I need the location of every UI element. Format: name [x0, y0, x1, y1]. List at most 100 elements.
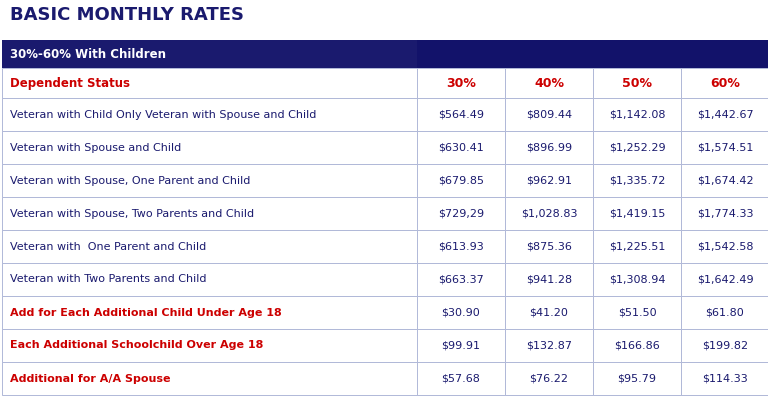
Bar — [593, 131, 681, 164]
Bar — [417, 230, 505, 263]
Text: $199.82: $199.82 — [702, 340, 748, 351]
Text: 30%: 30% — [446, 77, 476, 89]
Bar — [505, 40, 593, 68]
Text: $1,419.15: $1,419.15 — [609, 208, 665, 218]
Text: $896.99: $896.99 — [526, 143, 572, 152]
Bar — [681, 329, 768, 362]
Text: $564.49: $564.49 — [438, 110, 484, 119]
Bar — [593, 263, 681, 296]
Text: $1,642.49: $1,642.49 — [697, 274, 753, 285]
Text: $95.79: $95.79 — [617, 374, 657, 384]
Bar — [2, 164, 768, 197]
Bar — [2, 68, 768, 98]
Text: $1,674.42: $1,674.42 — [697, 176, 753, 185]
Bar — [681, 164, 768, 197]
Bar — [2, 197, 768, 230]
Bar — [2, 263, 768, 296]
Bar — [593, 362, 681, 395]
Bar — [593, 296, 681, 329]
Text: $941.28: $941.28 — [526, 274, 572, 285]
Text: $809.44: $809.44 — [526, 110, 572, 119]
Text: Veteran with Spouse and Child: Veteran with Spouse and Child — [10, 143, 181, 152]
Text: Dependent Status: Dependent Status — [10, 77, 130, 89]
Text: $663.37: $663.37 — [438, 274, 484, 285]
Bar — [417, 164, 505, 197]
Text: $51.50: $51.50 — [617, 307, 657, 318]
Bar — [681, 296, 768, 329]
Text: $61.80: $61.80 — [706, 307, 744, 318]
Bar — [681, 230, 768, 263]
Text: $114.33: $114.33 — [702, 374, 748, 384]
Text: 40%: 40% — [534, 77, 564, 89]
Bar — [505, 197, 593, 230]
Text: $99.91: $99.91 — [442, 340, 481, 351]
Text: $1,028.83: $1,028.83 — [521, 208, 578, 218]
Bar — [681, 362, 768, 395]
Text: $1,774.33: $1,774.33 — [697, 208, 753, 218]
Bar — [593, 164, 681, 197]
Text: Each Additional Schoolchild Over Age 18: Each Additional Schoolchild Over Age 18 — [10, 340, 263, 351]
Bar — [681, 131, 768, 164]
Bar — [681, 98, 768, 131]
Text: $875.36: $875.36 — [526, 241, 572, 251]
Bar — [2, 329, 768, 362]
Bar — [505, 131, 593, 164]
Bar — [417, 68, 505, 98]
Text: $1,252.29: $1,252.29 — [609, 143, 665, 152]
Bar — [593, 197, 681, 230]
Text: Veteran with Spouse, One Parent and Child: Veteran with Spouse, One Parent and Chil… — [10, 176, 250, 185]
Text: $1,335.72: $1,335.72 — [609, 176, 665, 185]
Bar — [505, 230, 593, 263]
Bar — [681, 263, 768, 296]
Text: Veteran with Child Only Veteran with Spouse and Child: Veteran with Child Only Veteran with Spo… — [10, 110, 316, 119]
Text: $679.85: $679.85 — [438, 176, 484, 185]
Text: Additional for A/A Spouse: Additional for A/A Spouse — [10, 374, 170, 384]
Bar — [2, 230, 768, 263]
Text: $1,225.51: $1,225.51 — [609, 241, 665, 251]
Text: 60%: 60% — [710, 77, 740, 89]
Text: $41.20: $41.20 — [530, 307, 568, 318]
Bar — [2, 98, 768, 131]
Text: Veteran with Two Parents and Child: Veteran with Two Parents and Child — [10, 274, 207, 285]
Text: $1,142.08: $1,142.08 — [609, 110, 665, 119]
Text: $1,574.51: $1,574.51 — [697, 143, 753, 152]
Bar — [505, 68, 593, 98]
Text: $76.22: $76.22 — [529, 374, 568, 384]
Bar — [505, 98, 593, 131]
Bar — [417, 197, 505, 230]
Bar — [505, 296, 593, 329]
Text: 50%: 50% — [622, 77, 652, 89]
Bar — [593, 40, 681, 68]
Bar — [681, 68, 768, 98]
Bar — [505, 263, 593, 296]
Bar — [2, 131, 768, 164]
Text: $1,442.67: $1,442.67 — [697, 110, 753, 119]
Bar — [505, 362, 593, 395]
Bar — [505, 164, 593, 197]
Text: 30%-60% With Children: 30%-60% With Children — [10, 47, 166, 61]
Bar — [593, 68, 681, 98]
Text: $1,308.94: $1,308.94 — [609, 274, 665, 285]
Bar — [417, 329, 505, 362]
Bar — [681, 197, 768, 230]
Text: $30.90: $30.90 — [442, 307, 480, 318]
Bar — [417, 131, 505, 164]
Text: $729,29: $729,29 — [438, 208, 484, 218]
Bar — [2, 362, 768, 395]
Text: BASIC MONTHLY RATES: BASIC MONTHLY RATES — [10, 6, 244, 24]
Text: $613.93: $613.93 — [438, 241, 484, 251]
Bar — [417, 362, 505, 395]
Bar — [593, 230, 681, 263]
Text: Add for Each Additional Child Under Age 18: Add for Each Additional Child Under Age … — [10, 307, 282, 318]
Text: $166.86: $166.86 — [614, 340, 660, 351]
Bar — [417, 40, 505, 68]
Bar — [593, 98, 681, 131]
Text: $1,542.58: $1,542.58 — [697, 241, 753, 251]
Text: Veteran with  One Parent and Child: Veteran with One Parent and Child — [10, 241, 207, 251]
Bar — [681, 40, 768, 68]
Bar — [2, 40, 768, 68]
Bar — [417, 98, 505, 131]
Text: $630.41: $630.41 — [438, 143, 484, 152]
Text: Veteran with Spouse, Two Parents and Child: Veteran with Spouse, Two Parents and Chi… — [10, 208, 254, 218]
Text: $962.91: $962.91 — [526, 176, 572, 185]
